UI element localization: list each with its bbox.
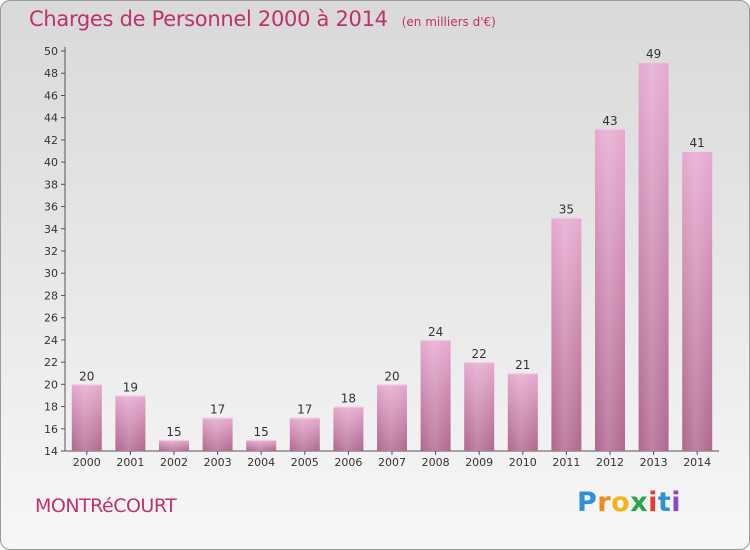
chart-title-text: Charges de Personnel 2000 à 2014: [29, 7, 388, 31]
x-tick-label: 2010: [509, 456, 537, 469]
y-tick-label: 48: [44, 67, 58, 80]
bars: [71, 62, 713, 451]
y-tick-label: 14: [44, 445, 58, 458]
logo-letter: o: [611, 487, 631, 518]
data-label: 17: [210, 403, 225, 417]
y-tick-label: 26: [44, 312, 58, 325]
data-label: 15: [166, 425, 181, 439]
y-tick-label: 34: [44, 223, 58, 236]
data-label: 20: [79, 369, 94, 383]
data-label: 22: [472, 347, 487, 361]
data-label: 41: [690, 136, 705, 150]
y-tick-label: 16: [44, 423, 58, 436]
x-tick-label: 2006: [334, 456, 362, 469]
x-tick-label: 2007: [378, 456, 406, 469]
data-label: 19: [123, 380, 138, 394]
x-tick-label: 2005: [291, 456, 319, 469]
data-label: 15: [254, 425, 269, 439]
bar-shine: [377, 384, 407, 451]
bar-shine: [420, 339, 451, 451]
chart-title: Charges de Personnel 2000 à 2014 (en mill…: [29, 7, 496, 31]
data-label: 20: [384, 369, 399, 383]
y-tick-label: 24: [44, 334, 58, 347]
x-tick-label: 2009: [465, 456, 493, 469]
bar-shine: [682, 151, 713, 451]
y-tick-label: 30: [44, 267, 58, 280]
logo-letter: x: [630, 487, 649, 518]
logo-letter: i: [671, 487, 682, 518]
bar-shine: [464, 362, 495, 451]
x-tick-label: 2000: [73, 456, 101, 469]
axes: 14 16 18 20 22 24 26 28 30 32 34 36 38 40 42 44 46 48 50 20…: [44, 45, 719, 469]
bar-shine: [333, 406, 364, 451]
bar-shine: [159, 439, 189, 451]
x-tick-label: 2012: [596, 456, 624, 469]
y-tick-label: 38: [44, 178, 58, 191]
x-tick-label: 2002: [160, 456, 188, 469]
data-labels: 20 19 15 17 15 17 18 20 24 22 21 35 43 49 41: [79, 47, 705, 439]
y-tick-label: 28: [44, 289, 58, 302]
data-label: 43: [602, 114, 617, 128]
data-label: 21: [515, 358, 530, 372]
logo-letter: t: [657, 487, 672, 518]
data-label: 35: [559, 203, 574, 217]
y-tick-label: 40: [44, 156, 58, 169]
bar-shine: [507, 373, 538, 451]
x-tick-label: 2004: [247, 456, 275, 469]
y-tick-label: 42: [44, 134, 58, 147]
x-tick-label: 2013: [640, 456, 668, 469]
y-tick-label: 20: [44, 378, 58, 391]
bar-shine: [71, 384, 102, 451]
data-label: 24: [428, 325, 443, 339]
data-label: 18: [341, 392, 356, 406]
logo-letter: P: [577, 487, 598, 518]
bar-shine: [115, 395, 146, 451]
y-tick-label: 36: [44, 201, 58, 214]
y-tick-label: 32: [44, 245, 58, 258]
data-label: 49: [646, 47, 661, 61]
logo-letter: i: [648, 487, 658, 518]
x-tick-label: 2011: [552, 456, 580, 469]
bar-shine: [638, 62, 669, 451]
y-tick-label: 44: [44, 112, 58, 125]
chart-subtitle: (en milliers d'€): [401, 15, 496, 29]
y-tick-label: 50: [44, 45, 58, 58]
x-tick-label: 2014: [683, 456, 711, 469]
proxiti-logo[interactable]: Proxiti: [577, 487, 681, 518]
y-tick-label: 18: [44, 401, 58, 414]
town-name: MONTRéCOURT: [35, 495, 177, 517]
bar-shine: [246, 439, 277, 451]
x-tick-label: 2003: [204, 456, 232, 469]
bar-shine: [551, 217, 582, 451]
bar-shine: [289, 417, 320, 451]
x-tick-label: 2008: [422, 456, 450, 469]
logo-letter: r: [597, 487, 612, 518]
data-label: 17: [297, 403, 312, 417]
bar-shine: [202, 417, 233, 451]
x-tick-label: 2001: [116, 456, 144, 469]
bar-shine: [595, 128, 625, 451]
y-tick-label: 22: [44, 356, 58, 369]
y-tick-label: 46: [44, 89, 58, 102]
